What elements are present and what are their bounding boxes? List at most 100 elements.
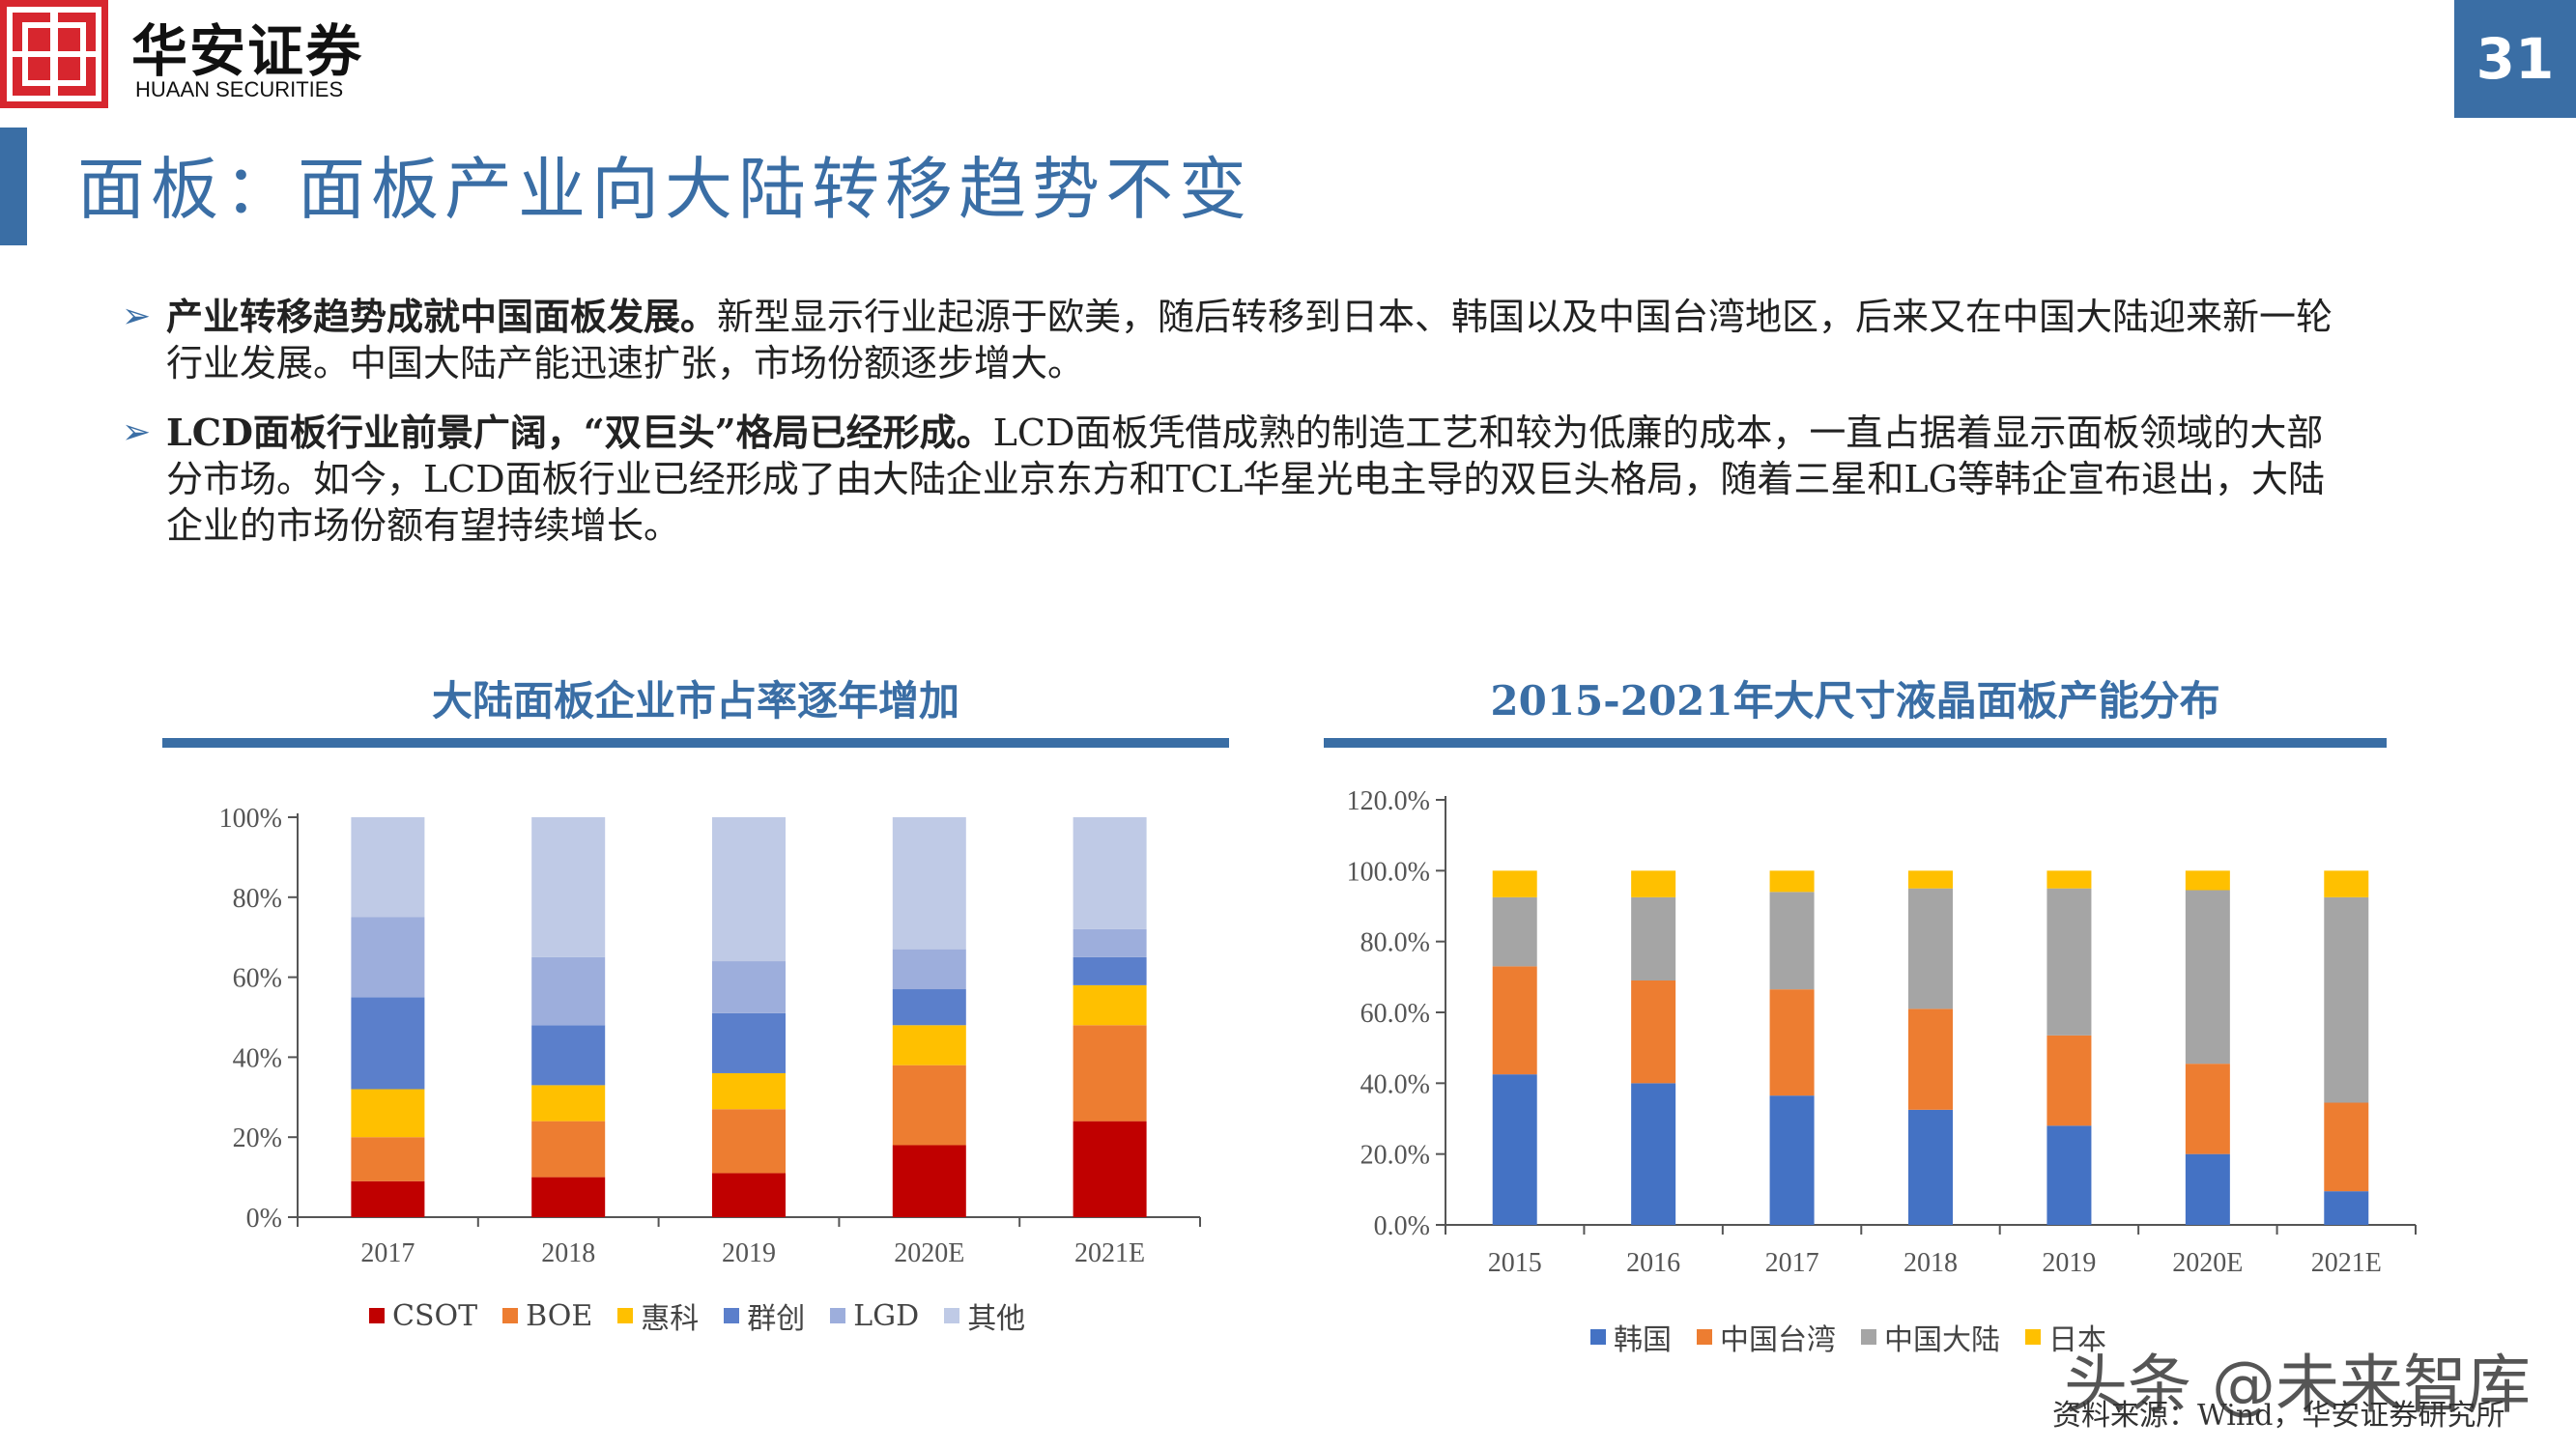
legend-swatch xyxy=(724,1308,740,1323)
x-tick-label: 2015 xyxy=(1488,1248,1542,1278)
bar-segment xyxy=(1631,1083,1676,1225)
legend-label: 中国大陆 xyxy=(1884,1323,2000,1357)
legend-label: 其他 xyxy=(967,1302,1026,1336)
capacity-distribution-chart: 0.0% 20.0% 40.0% 60.0% 80.0% 100.0% 120.0% 2015… xyxy=(1347,786,2417,1278)
bar-segment xyxy=(351,1137,425,1181)
legend-label: BOE xyxy=(526,1298,593,1333)
page-number: 31 xyxy=(2454,0,2576,118)
x-tick-label: 2021E xyxy=(1074,1238,1145,1268)
bullet-body: LCD面板凭借成熟的制造工艺和较为低廉的成本，一直占据着显示面板领域的大部分市场… xyxy=(166,412,2326,547)
legend-item: 其他 xyxy=(944,1294,1025,1337)
y-tick-label: 40.0% xyxy=(1360,1069,1430,1099)
source-note: 资料来源：Wind，华安证券研究所 xyxy=(2052,1399,2505,1433)
bar-segment xyxy=(351,817,425,918)
bar-segment xyxy=(1492,870,1537,897)
bar-segment xyxy=(2046,1035,2092,1126)
bar-segment xyxy=(351,997,425,1090)
bar-segment xyxy=(1908,888,1953,1009)
watermark: 头条 @未来智库 xyxy=(2064,1348,2531,1422)
y-tick-label: 80% xyxy=(233,884,282,914)
bar-segment xyxy=(531,1121,606,1178)
bar-segment xyxy=(2046,1125,2092,1225)
y-tick-label: 20% xyxy=(233,1123,282,1153)
market-share-chart: 0% 20% 40% 60% 80% 100% 2017 2018 2019 2020E 2021E xyxy=(219,804,1201,1268)
bar-segment xyxy=(2324,870,2369,897)
legend-swatch xyxy=(369,1308,385,1323)
legend-label: 日本 xyxy=(2048,1323,2106,1357)
bar-segment xyxy=(1073,956,1147,985)
bar-segment xyxy=(1769,989,1815,1096)
bar-segment xyxy=(1073,817,1147,929)
legend-item: CSOT xyxy=(369,1294,477,1337)
bar-segment xyxy=(531,1025,606,1086)
bar-segment xyxy=(1908,1009,1953,1110)
arrow-bullet-icon: ➢ xyxy=(122,297,152,336)
legend-item: 惠科 xyxy=(617,1294,699,1337)
bar-segment xyxy=(892,1145,966,1217)
x-tick-label: 2018 xyxy=(541,1238,595,1268)
bar-segment xyxy=(892,949,966,990)
y-tick-label: 120.0% xyxy=(1347,786,1430,816)
x-tick-label: 2020E xyxy=(2172,1248,2243,1278)
bar-segment xyxy=(712,817,786,962)
bullet-body: 新型显示行业起源于欧美，随后转移到日本、韩国以及中国台湾地区，后来又在中国大陆迎… xyxy=(166,296,2333,384)
bar-segment xyxy=(1073,984,1147,1026)
bar-segment xyxy=(1631,980,1676,1084)
legend-swatch xyxy=(502,1308,519,1323)
y-tick-label: 80.0% xyxy=(1360,928,1430,958)
bar-segment xyxy=(1769,1095,1815,1225)
bar-segment xyxy=(2185,890,2230,1065)
y-tick-label: 0% xyxy=(246,1204,282,1234)
x-tick-label: 2017 xyxy=(1765,1248,1819,1278)
y-tick-label: 60.0% xyxy=(1360,999,1430,1029)
bar-segment xyxy=(892,989,966,1026)
legend-item: BOE xyxy=(502,1294,592,1337)
bullet-heading: 产业转移趋势成就中国面板发展。 xyxy=(166,295,718,338)
bar-segment xyxy=(2324,896,2369,1103)
x-tick-label: 2018 xyxy=(1903,1248,1958,1278)
legend-label: LGD xyxy=(853,1298,920,1333)
bar-segment xyxy=(892,1025,966,1065)
y-tick-label: 60% xyxy=(233,964,282,994)
chart-title-rule xyxy=(162,738,1229,748)
bar-segment xyxy=(1492,1074,1537,1225)
bar-segment xyxy=(531,817,606,957)
bar-segment xyxy=(351,917,425,998)
bar-segment xyxy=(2185,1064,2230,1154)
chart-legend: CSOT BOE 惠科 群创 LGD 其他 xyxy=(369,1294,1025,1337)
bar-segment xyxy=(1631,870,1676,897)
bar-segment xyxy=(531,956,606,1026)
legend-swatch xyxy=(1697,1329,1712,1345)
arrow-bullet-icon: ➢ xyxy=(122,412,152,452)
bar-segment xyxy=(712,1173,786,1217)
legend-swatch xyxy=(1590,1329,1606,1345)
bar-segment xyxy=(2324,1191,2369,1225)
x-tick-label: 2019 xyxy=(722,1238,776,1268)
bar-segment xyxy=(1908,1109,1953,1225)
y-tick-label: 100.0% xyxy=(1347,857,1430,887)
x-tick-label: 2016 xyxy=(1626,1248,1680,1278)
bar-segment xyxy=(1492,966,1537,1075)
bar-segment xyxy=(1769,892,1815,990)
bar-segment xyxy=(1073,1025,1147,1122)
bar-segment xyxy=(1073,928,1147,957)
bar-segment xyxy=(892,1065,966,1146)
bar-segment xyxy=(351,1089,425,1138)
legend-item: 中国大陆 xyxy=(1861,1316,2000,1358)
legend-swatch xyxy=(1861,1329,1876,1345)
legend-swatch xyxy=(2025,1329,2041,1345)
bar-segment xyxy=(712,1012,786,1073)
x-tick-label: 2021E xyxy=(2311,1248,2382,1278)
bar-segment xyxy=(892,817,966,950)
bar-segment xyxy=(712,961,786,1013)
bar-segment xyxy=(1073,1121,1147,1217)
x-tick-label: 2019 xyxy=(2042,1248,2096,1278)
chart-legend: 韩国 中国台湾 中国大陆 日本 xyxy=(1590,1316,2106,1358)
bar-segment xyxy=(712,1109,786,1174)
legend-label: 韩国 xyxy=(1614,1323,1672,1357)
brand-name-en: HUAAN SECURITIES xyxy=(135,77,344,101)
bar-segment xyxy=(1769,870,1815,893)
title-accent-bar xyxy=(0,128,27,245)
bar-segment xyxy=(712,1072,786,1110)
bullet-item: ➢ LCD面板行业前景广阔，“双巨头”格局已经形成。LCD面板凭借成熟的制造工艺… xyxy=(122,410,2340,549)
